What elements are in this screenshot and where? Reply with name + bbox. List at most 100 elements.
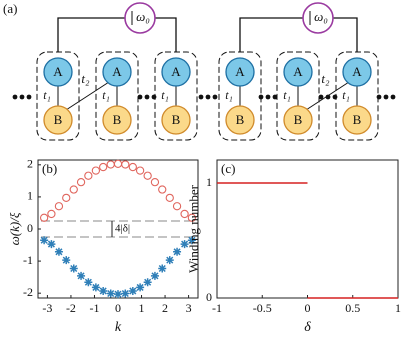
site-b <box>225 105 255 135</box>
data-point <box>121 289 130 298</box>
data-point <box>114 290 122 299</box>
data-point <box>91 166 101 175</box>
data-point <box>165 256 174 265</box>
x-tick-label: 2 <box>162 301 168 315</box>
y-tick-label: 1 <box>27 189 33 203</box>
site-a-label: A <box>235 64 245 79</box>
omega-label: ω₀ <box>136 9 150 24</box>
site-a-label: A <box>53 64 63 79</box>
site-a-label: A <box>352 64 362 79</box>
y-axis-label: ω(k)/ξ <box>7 212 22 245</box>
y-tick-label: 2 <box>27 157 33 171</box>
data-point <box>158 185 167 194</box>
data-point <box>172 202 182 211</box>
data-point <box>99 286 108 295</box>
data-point <box>150 271 159 280</box>
data-point <box>47 240 56 249</box>
site-a-label: A <box>293 64 303 79</box>
coupling-bracket <box>57 17 177 52</box>
x-tick-label: 0.5 <box>345 301 360 315</box>
annotation: 4|δ| <box>115 223 130 235</box>
annotation-bg <box>109 221 139 237</box>
ellipsis-dot <box>198 94 204 100</box>
panel-label: (a) <box>3 1 17 16</box>
resonator <box>124 2 156 34</box>
site-b <box>283 105 313 135</box>
x-tick-label: -1 <box>212 301 222 315</box>
data-point <box>69 185 78 194</box>
site-b <box>342 105 372 135</box>
resonator <box>302 2 334 34</box>
site-a <box>225 57 255 87</box>
y-tick-label: 0 <box>206 290 212 304</box>
ellipsis-dot <box>19 94 25 100</box>
data-point <box>99 162 108 172</box>
ellipsis-dot <box>332 94 338 100</box>
data-point <box>136 283 145 292</box>
data-point <box>128 162 137 172</box>
site-b <box>161 105 191 135</box>
data-point <box>62 256 71 265</box>
t1-label: t₁ <box>225 88 233 102</box>
x-axis-label: δ <box>304 320 311 335</box>
data-point <box>62 193 71 203</box>
site-a <box>283 57 313 87</box>
coupling-bracket <box>239 17 358 52</box>
ellipsis-dot <box>325 94 331 100</box>
x-tick-label: 1 <box>395 301 401 315</box>
site-b-label: B <box>353 112 362 127</box>
data-point <box>143 278 152 287</box>
t2-label: t₂ <box>81 71 90 86</box>
data-point <box>158 264 167 273</box>
t2-link <box>65 81 110 111</box>
data-point <box>121 160 130 169</box>
data-point <box>165 193 174 203</box>
ellipsis-dot <box>272 94 278 100</box>
site-b-label: B <box>54 112 63 127</box>
y-tick-label: -1 <box>23 253 33 267</box>
t2-label: t₂ <box>321 71 330 86</box>
panel-label: (b) <box>42 161 57 176</box>
panel-label: (c) <box>221 161 235 176</box>
site-b <box>43 105 73 135</box>
y-axis-label: Winding number <box>186 184 201 273</box>
x-tick-label: 0 <box>115 301 121 315</box>
site-b-label: B <box>172 112 181 127</box>
t1-label: t₁ <box>342 88 350 102</box>
data-point <box>69 264 78 273</box>
x-tick-label: -0.5 <box>253 301 272 315</box>
omega-label: ω₀ <box>314 9 328 24</box>
data-point <box>84 278 93 287</box>
site-b-label: B <box>113 112 122 127</box>
site-a <box>161 57 191 87</box>
unit-cell <box>95 51 139 141</box>
site-b-label: B <box>294 112 303 127</box>
data-line <box>217 182 398 299</box>
data-point <box>180 209 189 219</box>
y-tick-label: -2 <box>23 285 33 299</box>
x-tick-label: -1 <box>89 301 99 315</box>
plot-frame <box>216 159 399 299</box>
data-point <box>77 271 86 280</box>
ellipsis-dot <box>212 94 218 100</box>
x-tick-label: 0 <box>305 301 311 315</box>
data-point <box>91 283 100 292</box>
data-point <box>54 247 63 256</box>
data-point <box>128 286 137 295</box>
x-axis-label: k <box>115 320 122 335</box>
ellipsis-dot <box>26 94 32 100</box>
data-point <box>39 213 49 222</box>
x-tick-label: -2 <box>66 301 76 315</box>
ellipsis-dot <box>205 94 211 100</box>
x-tick-label: 1 <box>139 301 145 315</box>
ellipsis-dot <box>151 94 157 100</box>
ellipsis-dot <box>390 94 396 100</box>
unit-cell <box>218 51 262 141</box>
ellipsis-dot <box>12 94 18 100</box>
ellipsis-dot <box>318 94 324 100</box>
data-point <box>150 177 160 187</box>
data-point <box>135 166 145 175</box>
site-b-label: B <box>236 112 245 127</box>
ellipsis-dot <box>137 94 143 100</box>
site-b <box>102 105 132 135</box>
